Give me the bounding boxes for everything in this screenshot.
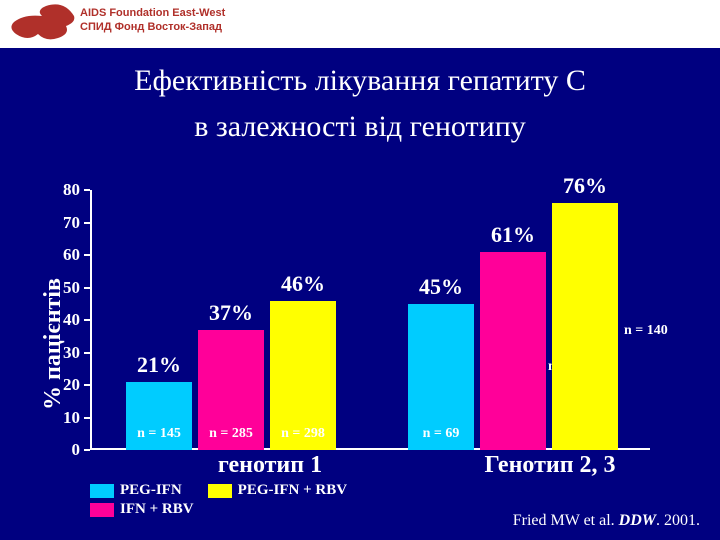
ytick xyxy=(84,352,90,354)
slide-title: Ефективність лікування гепатиту С в зале… xyxy=(0,64,720,144)
legend: PEG-IFN PEG-IFN + RBV IFN + RBV xyxy=(90,482,347,518)
ytick xyxy=(84,222,90,224)
ytick-label: 20 xyxy=(40,375,80,395)
legend-item-0: PEG-IFN xyxy=(90,482,182,499)
ytick-label: 80 xyxy=(40,180,80,200)
citation-author: Fried MW et al. xyxy=(513,512,619,529)
ytick xyxy=(84,189,90,191)
ytick xyxy=(84,319,90,321)
legend-label-0: PEG-IFN xyxy=(120,482,182,499)
bar-n-label: n = 69 xyxy=(402,426,480,442)
bar xyxy=(552,203,618,450)
legend-swatch-2 xyxy=(90,503,114,517)
legend-item-1: PEG-IFN + RBV xyxy=(208,482,347,499)
ytick xyxy=(84,449,90,451)
ytick-label: 70 xyxy=(40,213,80,233)
ytick-label: 30 xyxy=(40,343,80,363)
citation-year: . 2001. xyxy=(656,512,700,529)
ytick xyxy=(84,417,90,419)
ytick xyxy=(84,287,90,289)
ytick-label: 0 xyxy=(40,440,80,460)
legend-item-2: IFN + RBV xyxy=(90,501,194,518)
ytick-label: 40 xyxy=(40,310,80,330)
ytick-label: 10 xyxy=(40,408,80,428)
logo xyxy=(6,2,78,51)
bar-n-label: n = 298 xyxy=(264,426,342,442)
legend-label-2: IFN + RBV xyxy=(120,501,194,518)
ytick xyxy=(84,384,90,386)
logo-text-en: AIDS Foundation East-West xyxy=(80,6,225,20)
ytick xyxy=(84,254,90,256)
legend-label-1: PEG-IFN + RBV xyxy=(238,482,347,499)
bar-pct-label: 61% xyxy=(472,222,554,248)
bar xyxy=(480,252,546,450)
bar-n-label: n = 285 xyxy=(192,426,270,442)
citation: Fried MW et al. DDW. 2001. xyxy=(513,512,700,530)
bar-pct-label: 46% xyxy=(262,271,344,297)
logo-text: AIDS Foundation East-West СПИД Фонд Вост… xyxy=(80,6,225,34)
bar-pct-label: 76% xyxy=(544,173,626,199)
legend-swatch-0 xyxy=(90,484,114,498)
ytick-label: 60 xyxy=(40,245,80,265)
group-label-0: генотип 1 xyxy=(170,452,370,479)
title-line1: Ефективність лікування гепатиту С xyxy=(0,64,720,98)
title-line2: в залежності від генотипу xyxy=(0,110,720,144)
group-label-1: Генотип 2, 3 xyxy=(440,452,660,479)
ytick-label: 50 xyxy=(40,278,80,298)
bar-pct-label: 45% xyxy=(400,274,482,300)
legend-swatch-1 xyxy=(208,484,232,498)
y-axis-line xyxy=(90,190,92,450)
bar-n-label: n = 140 xyxy=(624,323,694,339)
bar-pct-label: 21% xyxy=(118,352,200,378)
citation-journal: DDW xyxy=(619,512,656,529)
logo-text-ru: СПИД Фонд Восток-Запад xyxy=(80,20,225,34)
bar-n-label: n = 145 xyxy=(120,426,198,442)
bar-pct-label: 37% xyxy=(190,300,272,326)
bar-chart: 01020304050607080 21%n = 14537%n = 28546… xyxy=(90,190,650,450)
